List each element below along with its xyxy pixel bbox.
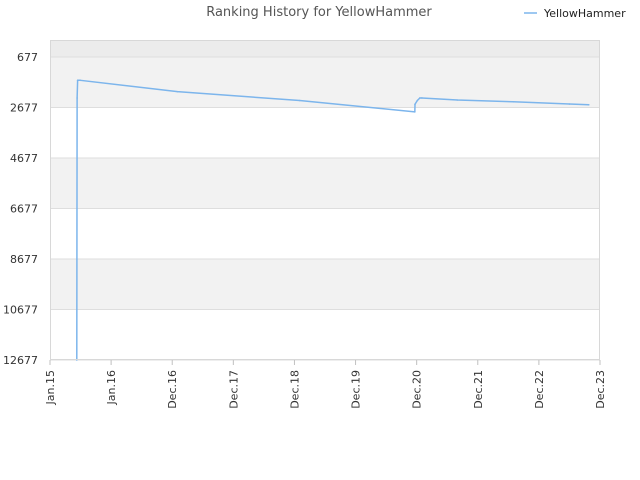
chart-title: Ranking History for YellowHammer — [206, 5, 432, 20]
plot-band — [50, 107, 600, 158]
x-tick-label: Dec.20 — [411, 370, 424, 409]
legend-series-label[interactable]: YellowHammer — [543, 7, 626, 20]
data-point — [512, 100, 515, 103]
plot-band-top — [50, 40, 600, 57]
data-point — [414, 103, 416, 106]
x-tick-label: Jan.16 — [105, 370, 118, 405]
plot-band — [50, 57, 600, 108]
y-axis-tick-labels: 677 2677 4677 6677 8677 10677 12677 — [3, 51, 38, 367]
x-tick-label: Dec.16 — [166, 370, 179, 409]
axis-lines — [49, 40, 601, 365]
y-tick-label: 677 — [17, 51, 38, 64]
x-tick-label: Dec.22 — [533, 370, 546, 409]
data-point — [79, 79, 82, 82]
plot-background-bands — [50, 40, 600, 360]
y-tick-label: 10677 — [3, 304, 38, 317]
x-tick-label: Dec.19 — [350, 370, 363, 409]
data-point — [176, 90, 179, 93]
data-point — [421, 97, 423, 99]
data-point — [298, 99, 301, 102]
y-tick-label: 12677 — [3, 354, 38, 367]
x-axis-tick-labels: Jan.15 Jan.16 Dec.16 Dec.17 Dec.18 Dec.19 Dec.… — [44, 370, 607, 409]
x-tick-label: Dec.17 — [227, 370, 240, 409]
y-tick-label: 2677 — [10, 102, 38, 115]
data-point — [568, 103, 571, 105]
data-point — [76, 97, 78, 99]
data-point — [419, 97, 421, 99]
data-point — [587, 104, 590, 106]
plot-band — [50, 309, 600, 360]
x-tick-label: Jan.15 — [44, 370, 57, 405]
x-tick-label: Dec.21 — [472, 370, 485, 409]
series-layer — [75, 79, 590, 361]
plot-band — [50, 208, 600, 259]
data-point — [416, 99, 419, 102]
y-tick-label: 8677 — [10, 253, 38, 266]
x-tick-label: Dec.18 — [288, 370, 301, 409]
data-point — [414, 111, 416, 113]
data-point — [76, 79, 79, 82]
plot-band — [50, 158, 600, 209]
legend[interactable]: YellowHammer — [524, 7, 626, 20]
plot-border — [50, 40, 600, 360]
x-tick-label: Dec.23 — [594, 370, 607, 409]
plot-band — [50, 259, 600, 310]
y-tick-label: 6677 — [10, 203, 38, 216]
data-point — [456, 99, 459, 101]
y-tick-label: 4677 — [10, 152, 38, 165]
